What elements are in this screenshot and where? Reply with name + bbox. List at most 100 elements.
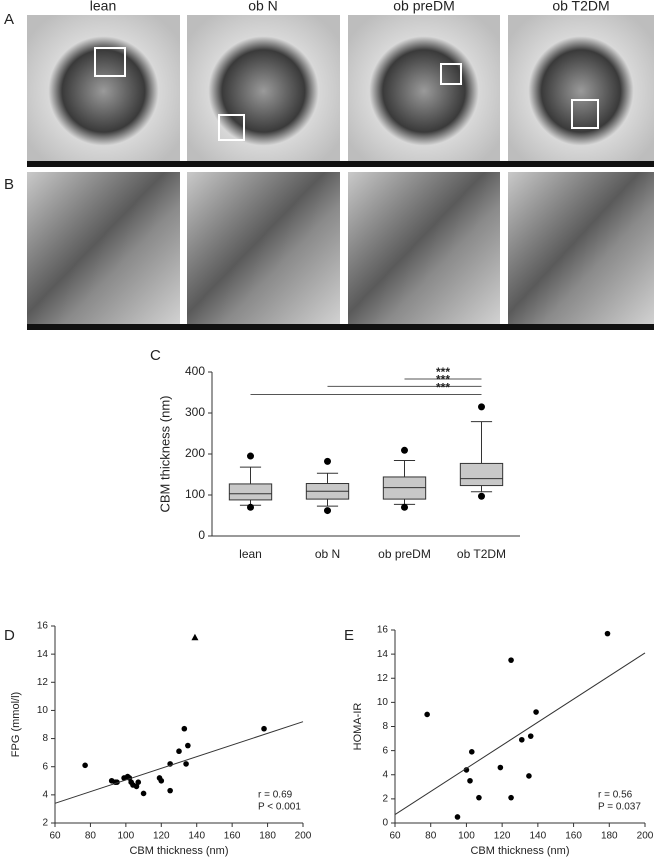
y-tick-label: 100 bbox=[185, 487, 205, 501]
fit-line bbox=[54, 721, 304, 804]
y-tick-label: 16 bbox=[377, 625, 389, 636]
point bbox=[176, 748, 182, 755]
point bbox=[468, 749, 475, 755]
y-tick-label: 6 bbox=[382, 745, 388, 756]
x-tick-label: 180 bbox=[601, 831, 618, 842]
micrograph bbox=[508, 172, 654, 330]
x-tick-label: 80 bbox=[85, 831, 97, 842]
y-axis-label: HOMA-IR bbox=[352, 703, 364, 751]
y-tick-label: 0 bbox=[198, 528, 205, 542]
x-tick-label: 100 bbox=[458, 831, 475, 842]
micrograph bbox=[348, 172, 500, 330]
x-tick-label: 200 bbox=[637, 831, 654, 842]
point bbox=[467, 777, 473, 784]
y-tick-label: 10 bbox=[37, 705, 49, 716]
y-tick-label: 4 bbox=[42, 789, 48, 800]
outlier bbox=[324, 457, 331, 465]
column-label: ob N bbox=[248, 0, 278, 14]
x-tick-label: ob preDM bbox=[378, 547, 431, 561]
y-tick-label: 8 bbox=[42, 733, 48, 744]
x-tick-label: 180 bbox=[259, 831, 276, 842]
y-tick-label: 200 bbox=[185, 446, 205, 460]
point bbox=[518, 736, 525, 743]
panel-label: B bbox=[4, 176, 14, 193]
point bbox=[185, 742, 191, 749]
y-tick-label: 12 bbox=[37, 677, 49, 688]
point bbox=[133, 783, 140, 790]
scale-bar-strip bbox=[27, 324, 654, 330]
point bbox=[463, 767, 470, 773]
point bbox=[167, 787, 173, 794]
micrograph bbox=[27, 172, 180, 330]
micrograph bbox=[348, 15, 500, 167]
fit-line bbox=[394, 652, 646, 815]
outlier bbox=[478, 403, 485, 411]
y-tick-label: 6 bbox=[42, 761, 48, 772]
x-tick-label: lean bbox=[239, 547, 262, 561]
y-tick-label: 16 bbox=[37, 621, 49, 632]
x-tick-label: 160 bbox=[224, 831, 241, 842]
x-tick-label: ob N bbox=[315, 547, 340, 561]
y-tick-label: 14 bbox=[377, 649, 389, 660]
panel-label: D bbox=[4, 627, 15, 644]
y-axis-label: FPG (mmol/l) bbox=[10, 692, 22, 757]
annotation: P = 0.037 bbox=[598, 802, 641, 813]
y-tick-label: 10 bbox=[377, 697, 389, 708]
significance-label: *** bbox=[436, 381, 450, 395]
micrographs bbox=[27, 15, 654, 330]
inset-box bbox=[218, 114, 245, 141]
column-label: ob T2DM bbox=[552, 0, 609, 14]
significance-label: *** bbox=[436, 365, 450, 379]
x-tick-label: 140 bbox=[530, 831, 547, 842]
column-label: lean bbox=[90, 0, 116, 14]
point bbox=[82, 762, 88, 769]
point bbox=[497, 764, 504, 771]
point bbox=[508, 657, 514, 663]
y-tick-label: 8 bbox=[382, 721, 388, 732]
x-tick-label: 120 bbox=[494, 831, 511, 842]
outlier bbox=[324, 507, 331, 515]
y-tick-label: 0 bbox=[382, 818, 388, 829]
y-axis-label: CBM thickness (nm) bbox=[157, 395, 172, 512]
point bbox=[191, 633, 199, 641]
outlier bbox=[401, 503, 408, 511]
y-tick-label: 14 bbox=[37, 649, 49, 660]
y-tick-label: 400 bbox=[185, 364, 205, 378]
panel-label: A bbox=[4, 11, 14, 28]
annotation: P < 0.001 bbox=[258, 802, 301, 813]
significance-label: *** bbox=[436, 373, 450, 387]
point bbox=[183, 761, 189, 767]
outlier bbox=[247, 503, 254, 511]
y-tick-label: 12 bbox=[377, 673, 389, 684]
point bbox=[140, 790, 147, 797]
point bbox=[508, 794, 514, 801]
point bbox=[424, 711, 430, 718]
panel-label: E bbox=[344, 627, 354, 644]
point bbox=[261, 725, 267, 732]
micrograph bbox=[508, 15, 654, 167]
x-tick-label: 140 bbox=[188, 831, 205, 842]
inset-box bbox=[94, 47, 126, 77]
annotation: r = 0.56 bbox=[598, 790, 633, 801]
outlier bbox=[401, 446, 408, 454]
x-tick-label: 60 bbox=[389, 831, 401, 842]
box bbox=[459, 462, 504, 487]
x-axis-label: CBM thickness (nm) bbox=[470, 845, 569, 857]
column-label: ob preDM bbox=[393, 0, 454, 14]
point bbox=[604, 630, 611, 637]
x-tick-label: 160 bbox=[565, 831, 582, 842]
x-tick-label: 200 bbox=[295, 831, 312, 842]
micrograph bbox=[187, 172, 340, 330]
point bbox=[527, 733, 534, 739]
point bbox=[526, 773, 532, 779]
point bbox=[533, 709, 539, 715]
x-tick-label: 100 bbox=[118, 831, 135, 842]
x-tick-label: ob T2DM bbox=[457, 547, 506, 561]
outlier bbox=[247, 452, 254, 460]
point bbox=[158, 777, 165, 784]
x-axis-label: CBM thickness (nm) bbox=[129, 845, 228, 857]
x-tick-label: 60 bbox=[49, 831, 61, 842]
y-tick-label: 300 bbox=[185, 405, 205, 419]
micrograph bbox=[187, 15, 340, 167]
